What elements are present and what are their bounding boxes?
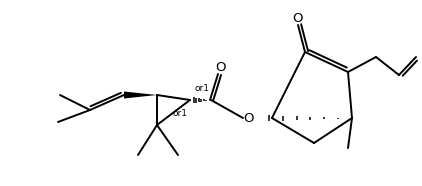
Text: O: O: [244, 111, 254, 124]
Polygon shape: [124, 92, 157, 99]
Text: O: O: [293, 12, 303, 25]
Text: or1: or1: [195, 84, 210, 92]
Text: O: O: [216, 60, 226, 73]
Text: or1: or1: [173, 108, 188, 118]
